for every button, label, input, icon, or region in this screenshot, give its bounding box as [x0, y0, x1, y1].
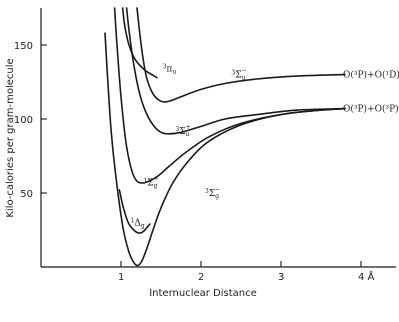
x-tick-label: 4 Å — [358, 270, 375, 283]
curve-5 — [118, 189, 151, 234]
x-axis-title: Internuclear Distance — [149, 288, 257, 299]
curve-4 — [104, 32, 346, 267]
ticks: 1 2 3 4 Å 50 100 150 — [14, 41, 375, 283]
curve-2 — [125, 7, 346, 135]
curve-3 — [113, 7, 346, 184]
asymptote-label: O(³P)+O(³P) — [343, 104, 399, 115]
y-tick-label: 150 — [14, 41, 33, 52]
curve-label: 1Δg — [131, 218, 145, 230]
asymptote-labels: O(³P)+O(¹D) O(³P)+O(³P) — [343, 70, 399, 115]
curve-label: 3πu — [163, 64, 177, 76]
y-tick-label: 50 — [20, 189, 33, 200]
y-axis-title: Kilo-calories per gram-molecule — [5, 58, 16, 217]
asymptote-label: O(³P)+O(¹D) — [343, 70, 399, 81]
axes — [40, 8, 396, 268]
curve-label: 3Σu− — [231, 68, 246, 82]
x-tick-label: 1 — [118, 272, 124, 283]
curve-label: 1Σg+ — [143, 176, 158, 190]
curve-0 — [136, 7, 346, 103]
x-tick-label: 3 — [278, 272, 284, 283]
curve-label: 3Σu+ — [175, 124, 190, 138]
curves — [104, 7, 346, 267]
curve-label: 3Σg− — [205, 186, 220, 200]
y-tick-label: 100 — [14, 115, 33, 126]
curve-labels: 3Σu− 3πu 3Σu+ 1Σg+ 3Σg− 1Δg — [131, 64, 247, 230]
x-tick-label: 2 — [198, 272, 204, 283]
